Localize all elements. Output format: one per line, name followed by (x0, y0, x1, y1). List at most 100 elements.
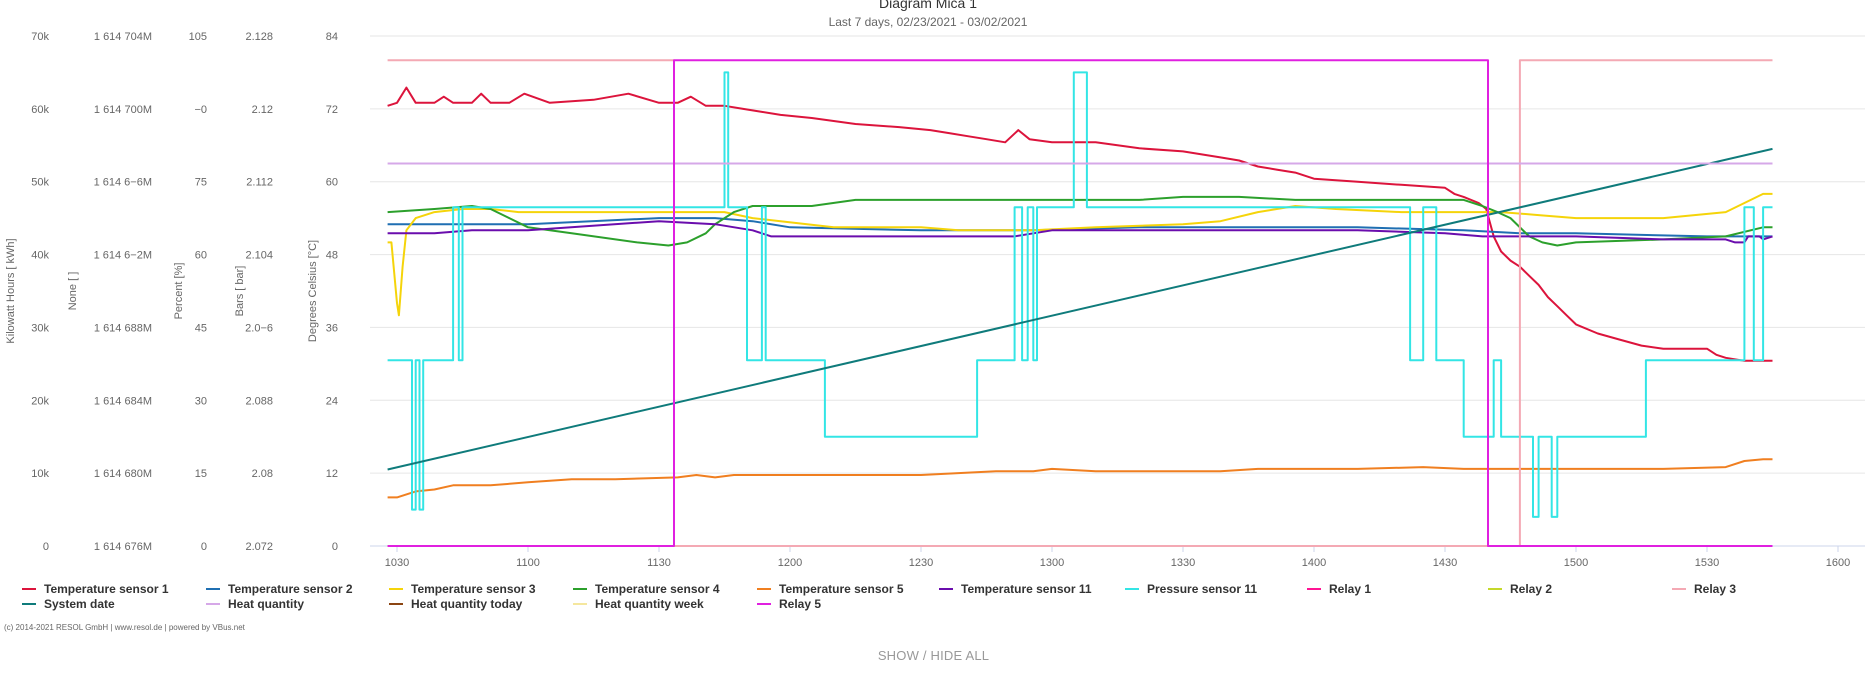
y-tick-label: 1 614 688M (94, 322, 152, 334)
y-tick-label: 70k (31, 31, 49, 43)
y-tick-label: 30k (31, 322, 49, 334)
series-line[interactable]: Temperature sensor 5 (387, 458, 1773, 499)
y-axes: 0 10k 20k 30k 40k 50k 60k 70k Kilowatt Hours [ k… (5, 31, 338, 553)
y-tick-label: 84 (326, 31, 338, 43)
y-tick-label: 0 (43, 541, 49, 553)
y-tick-label: 40k (31, 250, 49, 262)
y-tick-label: 0 (332, 541, 338, 553)
x-tick-label: 1530 (1695, 557, 1719, 569)
series-line[interactable]: Temperature sensor 3 (387, 192, 1773, 317)
x-tick-label: 1400 (1302, 557, 1326, 569)
x-tick-label: 1100 (516, 557, 540, 569)
chart-subtitle: Last 7 days, 02/23/2021 - 03/02/2021 (829, 15, 1028, 29)
y-axis: 0 15 30 45 60 75 −0 105 Percent [%] (173, 31, 207, 553)
legend-label: Temperature sensor 4 (595, 582, 720, 596)
legend-item[interactable]: Relay 1 (1307, 582, 1371, 596)
x-axis: 1030 1100 1130 1200 1230 1300 1330 1400 1430 1500… (370, 545, 1865, 569)
legend-label: Relay 1 (1329, 582, 1371, 596)
y-tick-label: 60 (195, 250, 207, 262)
y-axis: 2.072 2.08 2.088 2.0−6 2.104 2.112 2.12 2.128 Ba… (234, 31, 273, 553)
legend-item[interactable]: Relay 2 (1488, 582, 1552, 596)
grid (370, 35, 1865, 547)
y-tick-label: −0 (194, 104, 207, 116)
legend-item[interactable]: Temperature sensor 3 (389, 582, 536, 596)
x-tick-label: 1430 (1433, 557, 1457, 569)
y-tick-label: 2.128 (245, 31, 273, 43)
y-tick-label: 2.088 (245, 395, 273, 407)
y-tick-label: 1 614 676M (94, 541, 152, 553)
y-tick-label: 72 (326, 104, 338, 116)
legend-item[interactable]: System date (22, 597, 115, 611)
legend-item[interactable]: Heat quantity today (389, 597, 523, 611)
y-tick-label: 60 (326, 177, 338, 189)
legend-item[interactable]: Relay 3 (1672, 582, 1736, 596)
y-tick-label: 10k (31, 468, 49, 480)
x-tick-label: 1200 (778, 557, 802, 569)
y-axis: 1 614 676M 1 614 680M 1 614 684M 1 614 688M… (67, 31, 152, 553)
legend-item[interactable]: Pressure sensor 11 (1125, 582, 1257, 596)
x-tick-label: 1230 (909, 557, 933, 569)
y-tick-label: 60k (31, 104, 49, 116)
legend-label: Pressure sensor 11 (1147, 582, 1257, 596)
y-axis-title: None [ ] (67, 272, 79, 311)
y-tick-label: 75 (195, 177, 207, 189)
y-tick-label: 36 (326, 322, 338, 334)
legend-label: Temperature sensor 11 (961, 582, 1092, 596)
y-axis-title: Percent [%] (173, 263, 185, 320)
legend-item[interactable]: Heat quantity week (573, 597, 704, 611)
y-tick-label: 0 (201, 541, 207, 553)
legend-label: Heat quantity (228, 597, 304, 611)
y-tick-label: 2.104 (245, 250, 273, 262)
legend-item[interactable]: Temperature sensor 1 (22, 582, 169, 596)
y-tick-label: 1 614 684M (94, 395, 152, 407)
y-axis: 0 12 24 36 48 60 72 84 Degrees Celsius [°C] (307, 31, 338, 553)
series-line[interactable]: System date (387, 147, 1773, 471)
x-tick-label: 1500 (1564, 557, 1588, 569)
y-tick-label: 50k (31, 177, 49, 189)
y-tick-label: 1 614 6−6M (94, 177, 152, 189)
y-tick-label: 20k (31, 395, 49, 407)
series-line[interactable]: Pressure sensor 11 (387, 71, 1773, 518)
show-hide-all-button[interactable]: SHOW / HIDE ALL (877, 648, 990, 663)
y-axis-title: Bars [ bar] (234, 266, 246, 317)
series-line[interactable]: Temperature sensor 11 (387, 220, 1773, 244)
y-tick-label: 2.08 (252, 468, 273, 480)
x-tick-label: 1130 (647, 557, 671, 569)
x-tick-label: 1330 (1171, 557, 1195, 569)
legend-label: Heat quantity week (595, 597, 704, 611)
x-tick-label: 1030 (385, 557, 409, 569)
y-tick-label: 1 614 704M (94, 31, 152, 43)
legend-label: Temperature sensor 2 (228, 582, 353, 596)
y-tick-label: 45 (195, 322, 207, 334)
y-tick-label: 1 614 680M (94, 468, 152, 480)
series-line[interactable]: Temperature sensor 4 (387, 195, 1773, 247)
y-tick-label: 1 614 700M (94, 104, 152, 116)
chart-title: Diagram Mica 1 (879, 0, 977, 11)
y-tick-label: 15 (195, 468, 207, 480)
footer-credit: (c) 2014-2021 RESOL GmbH | www.resol.de … (4, 623, 245, 632)
series-line[interactable]: Temperature sensor 1 (387, 86, 1773, 362)
series-line[interactable]: Relay 5 (387, 59, 1773, 547)
y-tick-label: 30 (195, 395, 207, 407)
y-tick-label: 2.112 (246, 177, 273, 189)
legend-label: Temperature sensor 3 (411, 582, 536, 596)
y-tick-label: 1 614 6−2M (94, 250, 152, 262)
legend-item[interactable]: Temperature sensor 4 (573, 582, 720, 596)
x-tick-label: 1600 (1826, 557, 1850, 569)
legend-item[interactable]: Relay 5 (757, 597, 821, 611)
legend-label: Temperature sensor 5 (779, 582, 904, 596)
legend-item[interactable]: Temperature sensor 2 (206, 582, 353, 596)
y-tick-label: 2.0−6 (245, 322, 273, 334)
y-tick-label: 2.072 (245, 541, 273, 553)
legend: Temperature sensor 1 Temperature sensor 2… (22, 582, 1736, 611)
y-tick-label: 48 (326, 250, 338, 262)
x-tick-label: 1300 (1040, 557, 1064, 569)
y-axis-title: Degrees Celsius [°C] (307, 240, 319, 342)
y-axis: 0 10k 20k 30k 40k 50k 60k 70k Kilowatt Hours [ k… (5, 31, 49, 553)
legend-item[interactable]: Heat quantity (206, 597, 304, 611)
legend-item[interactable]: Temperature sensor 5 (757, 582, 904, 596)
legend-item[interactable]: Temperature sensor 11 (939, 582, 1092, 596)
y-tick-label: 24 (326, 395, 338, 407)
